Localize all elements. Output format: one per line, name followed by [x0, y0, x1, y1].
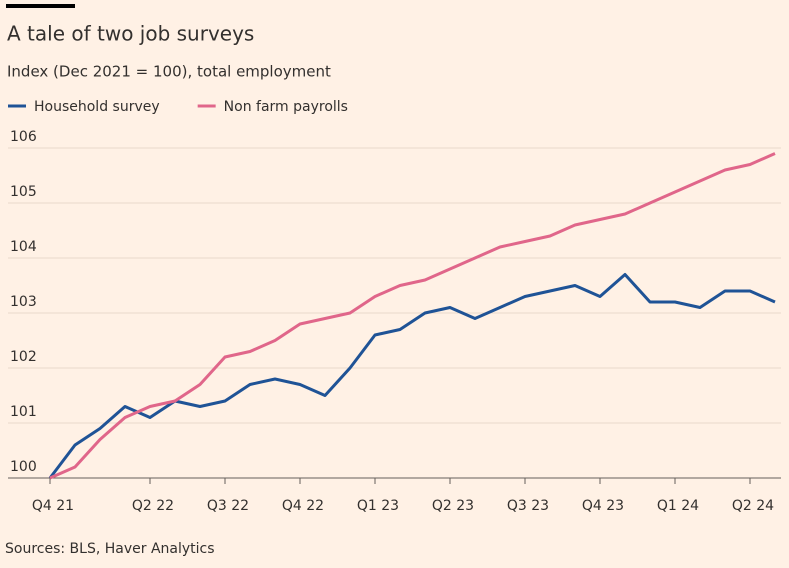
series-line	[49, 152, 776, 480]
x-tick-label: Q3 23	[507, 498, 549, 514]
x-tick-label: Q2 22	[132, 498, 174, 514]
x-tick-label: Q2 24	[732, 498, 774, 514]
y-tick-label: 100	[10, 459, 37, 475]
chart-subtitle: Index (Dec 2021 = 100), total employment	[7, 63, 331, 81]
x-tick-label: Q1 23	[357, 498, 399, 514]
x-tick-label: Q4 22	[282, 498, 324, 514]
y-tick-label: 102	[10, 349, 37, 365]
chart-title: A tale of two job surveys	[7, 22, 254, 46]
y-tick-label: 105	[10, 184, 37, 200]
x-tick-label: Q1 24	[657, 498, 699, 514]
x-tick-label: Q4 23	[582, 498, 624, 514]
x-tick-label: Q4 21	[32, 498, 74, 514]
y-tick-label: 103	[10, 294, 37, 310]
y-tick-label: 104	[10, 239, 37, 255]
source: Sources: BLS, Haver Analytics	[5, 541, 215, 557]
y-tick-label: 106	[10, 129, 37, 145]
x-tick-label: Q3 22	[207, 498, 249, 514]
legend-label: Non farm payrolls	[224, 99, 348, 115]
y-tick-label: 101	[10, 404, 37, 420]
legend-label: Household survey	[34, 99, 160, 115]
x-tick-label: Q2 23	[432, 498, 474, 514]
series-line	[48, 273, 776, 479]
title-bar	[6, 4, 75, 8]
